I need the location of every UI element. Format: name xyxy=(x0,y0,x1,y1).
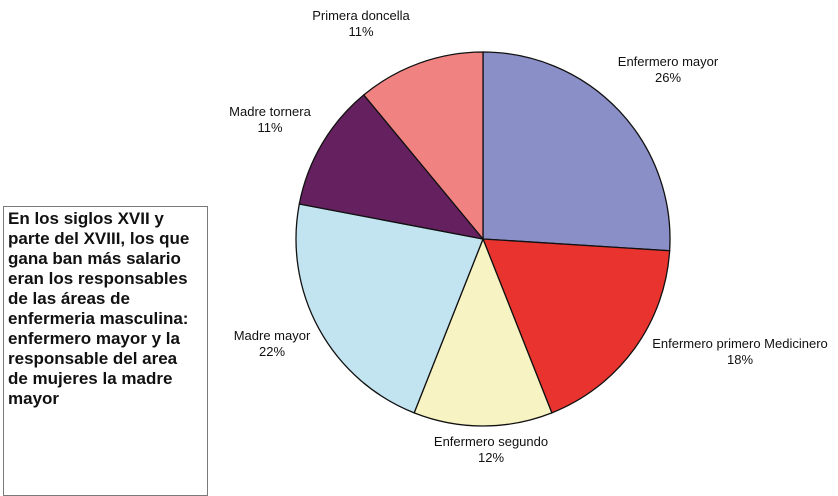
pie-slice-madre-mayor xyxy=(295,203,484,414)
annotation-text-box: En los siglos XVII y parte del XVIII, lo… xyxy=(3,206,208,496)
slice-percent-label: 18% xyxy=(727,352,753,367)
annotation-line: enfermeria masculina: xyxy=(8,309,189,328)
slice-name-label: Madre tornera xyxy=(229,104,311,119)
pie-slice-enfermero-segundo xyxy=(413,237,553,427)
slice-percent-label: 22% xyxy=(259,344,285,359)
pie-slice-enfermero-mayor xyxy=(482,51,671,252)
slice-name-label: Enfermero mayor xyxy=(618,54,719,69)
slice-percent-label: 11% xyxy=(348,24,373,39)
slice-percent-label: 26% xyxy=(655,70,681,85)
pie-slice-primera-doncella xyxy=(362,51,484,241)
annotation-line: de mujeres la madre xyxy=(8,369,173,388)
slice-percent-label: 12% xyxy=(478,450,504,465)
pie-slices xyxy=(295,51,671,427)
pie-slice-madre-tornera xyxy=(298,93,485,240)
annotation-line: En los siglos XVII y xyxy=(8,209,164,228)
slice-name-label: Primera doncella xyxy=(312,8,410,23)
slice-percent-label: 11% xyxy=(257,120,282,135)
annotation-line: de las áreas de xyxy=(8,289,130,308)
annotation-line: mayor xyxy=(8,389,60,408)
annotation-line: gana ban más salario xyxy=(8,249,181,268)
annotation-line: eran los responsables xyxy=(8,269,188,288)
annotation-line: enfermero mayor y la xyxy=(8,329,180,348)
slice-name-label: Enfermero primero Medicinero xyxy=(652,336,828,351)
slice-name-label: Enfermero segundo xyxy=(434,434,548,449)
slice-name-label: Madre mayor xyxy=(234,328,311,343)
pie-slice-enfermero-primero-medicinero xyxy=(482,238,671,414)
annotation-line: responsable del area xyxy=(8,349,178,368)
annotation-line: parte del XVIII, los que xyxy=(8,229,190,248)
